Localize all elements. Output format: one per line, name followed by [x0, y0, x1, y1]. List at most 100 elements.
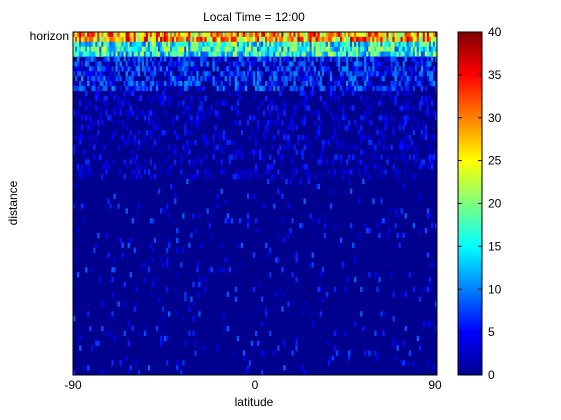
heatmap-cell [101, 326, 104, 332]
heatmap-cell [384, 125, 387, 131]
heatmap-cell [133, 85, 136, 92]
heatmap-cell [188, 330, 191, 337]
heatmap-cell [194, 36, 197, 43]
heatmap-cell [398, 242, 401, 248]
heatmap-cell [380, 71, 383, 77]
heatmap-cell [348, 85, 351, 92]
heatmap-cell [380, 46, 383, 52]
heatmap-cell [257, 164, 260, 170]
heatmap-cell [75, 66, 78, 72]
heatmap-cell [382, 41, 385, 47]
heatmap-cell [97, 32, 100, 38]
heatmap-cell [147, 76, 151, 82]
heatmap-cell [99, 110, 102, 116]
heatmap-cell [95, 61, 98, 67]
heatmap-cell [93, 154, 96, 160]
heatmap-cell [289, 46, 292, 52]
heatmap-cell [236, 32, 240, 38]
heatmap-cell [255, 90, 258, 96]
heatmap-cell [323, 232, 327, 239]
heatmap-cell [333, 130, 337, 136]
heatmap-cell [396, 169, 399, 175]
heatmap-cell [267, 32, 270, 38]
heatmap-cell [339, 85, 343, 92]
heatmap-cell [404, 32, 407, 38]
heatmap-cell [341, 71, 345, 77]
heatmap-cell [252, 286, 256, 292]
heatmap-cell [255, 51, 258, 57]
heatmap-cell [135, 36, 139, 43]
heatmap-cell [269, 164, 272, 170]
heatmap-cell [232, 71, 236, 77]
heatmap-cell [319, 95, 323, 101]
heatmap-cell [414, 198, 418, 204]
heatmap-cell [168, 76, 171, 82]
heatmap-cell [404, 41, 407, 47]
colorbar-tick-label: 30 [488, 111, 502, 125]
heatmap-cell [198, 51, 201, 57]
heatmap-cell [87, 159, 90, 165]
heatmap-cell [350, 188, 353, 194]
heatmap-cell [418, 228, 422, 234]
heatmap-cell [143, 134, 147, 141]
heatmap-cell [402, 340, 405, 346]
heatmap-cell [164, 81, 167, 87]
heatmap-cell [244, 32, 248, 38]
heatmap-cell [121, 252, 124, 258]
heatmap-cell [129, 61, 132, 67]
heatmap-cell [307, 41, 310, 47]
heatmap-cell [166, 120, 169, 126]
colorbar-tick-label: 5 [488, 325, 495, 339]
heatmap-cell [398, 41, 401, 47]
heatmap-cell [184, 36, 187, 43]
heatmap-cell [360, 232, 363, 239]
heatmap-cell [113, 56, 116, 62]
heatmap-cell [271, 81, 274, 87]
heatmap-cell [147, 61, 151, 67]
heatmap-cell [196, 154, 199, 160]
heatmap-cell [159, 95, 163, 101]
heatmap-cell [103, 32, 106, 38]
heatmap-cell [166, 262, 169, 268]
heatmap-cell [73, 203, 76, 209]
heatmap-cell [224, 218, 227, 224]
heatmap-cell [323, 100, 327, 106]
heatmap-cell [87, 76, 90, 82]
heatmap-cell [139, 110, 143, 116]
heatmap-cell [87, 41, 90, 47]
heatmap-cell [123, 56, 126, 62]
heatmap-cell [135, 286, 139, 292]
heatmap-cell [200, 213, 203, 219]
heatmap-cell [200, 105, 203, 111]
heatmap-cell [246, 213, 250, 219]
heatmap-cell [113, 335, 116, 341]
heatmap-cell [192, 32, 195, 38]
heatmap-cell [358, 159, 361, 165]
heatmap-cell [378, 51, 381, 57]
heatmap-cell [360, 159, 363, 165]
heatmap-cell [176, 46, 179, 52]
heatmap-cell [91, 32, 94, 38]
heatmap-cell [315, 51, 318, 57]
heatmap-cell [230, 46, 234, 52]
heatmap-cell [255, 174, 258, 180]
heatmap-cell [182, 247, 185, 253]
heatmap-cell [331, 41, 335, 47]
heatmap-cell [149, 110, 153, 116]
heatmap-cell [246, 71, 250, 77]
heatmap-cell [161, 90, 165, 96]
heatmap-cell [101, 301, 104, 307]
heatmap-cell [222, 100, 225, 106]
heatmap-cell [335, 76, 339, 82]
heatmap-cell [313, 232, 316, 239]
heatmap-cell [346, 36, 349, 43]
heatmap-cell [123, 81, 126, 87]
heatmap-cell [151, 247, 155, 253]
heatmap-cell [234, 51, 238, 57]
heatmap-cell [404, 81, 407, 87]
heatmap-cell [244, 115, 248, 121]
heatmap-cell [424, 134, 428, 141]
heatmap-cell [103, 100, 106, 106]
heatmap-cell [269, 330, 272, 337]
heatmap-cell [216, 203, 219, 209]
